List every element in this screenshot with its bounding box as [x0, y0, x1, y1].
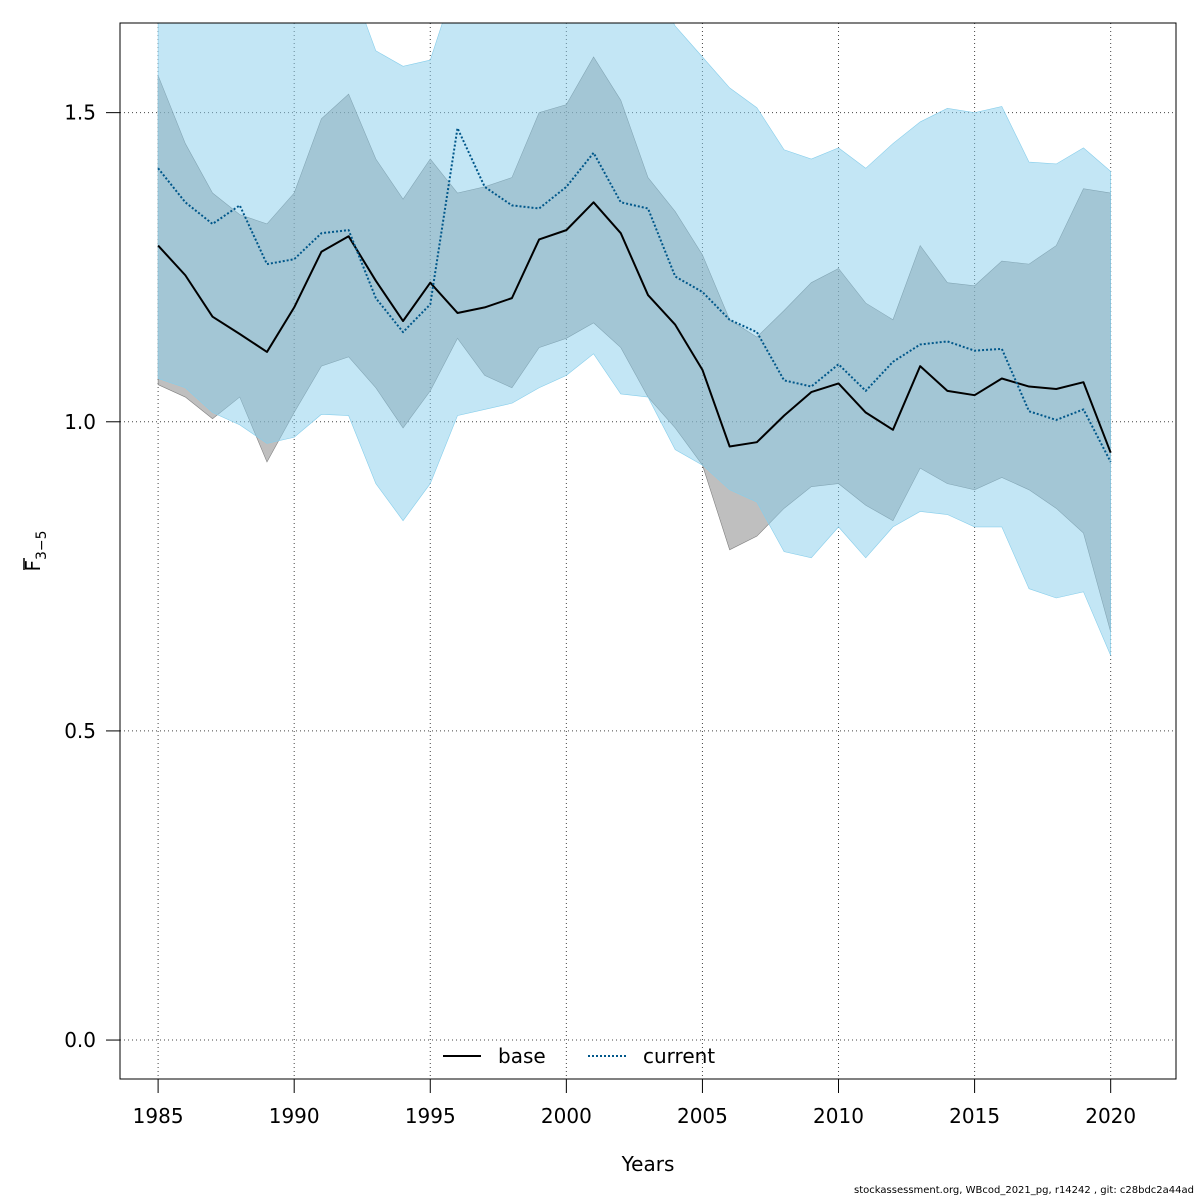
- footer-caption: stockassessment.org, WBcod_2021_pg, r142…: [854, 1185, 1194, 1196]
- x-tick-label-2000: 2000: [541, 1104, 592, 1128]
- y-tick-label-0.0: 0.0: [64, 1028, 96, 1052]
- x-tick-label-2010: 2010: [813, 1104, 864, 1128]
- y-tick-label-1.0: 1.0: [64, 410, 96, 434]
- svg-text:F3−5: F3−5: [21, 530, 50, 571]
- series-line-current: [157, 127, 1112, 463]
- y-axis: 0.0 0.5 1.0 1.5: [64, 101, 121, 1052]
- confidence-bands: [157, 23, 1111, 656]
- x-tick-label-2015: 2015: [949, 1104, 1000, 1128]
- x-tick-label-1990: 1990: [269, 1104, 320, 1128]
- y-axis-title-main: F: [21, 560, 45, 572]
- y-axis-title: F3−5: [21, 530, 50, 571]
- y-tick-label-0.5: 0.5: [64, 719, 96, 743]
- x-axis-title: Years: [621, 1152, 675, 1176]
- series-line-base: [157, 201, 1112, 454]
- legend-label-current: current: [643, 1044, 715, 1068]
- x-axis: 1985 1990 1995 2000 2005 2010 2015 2020: [133, 1078, 1136, 1128]
- legend-label-base: base: [498, 1044, 546, 1068]
- confidence-band-current: [157, 23, 1111, 656]
- x-tick-label-2005: 2005: [677, 1104, 728, 1128]
- y-axis-title-sub: 3−5: [34, 530, 50, 560]
- legend: base current: [443, 1044, 715, 1068]
- x-tick-label-1995: 1995: [405, 1104, 456, 1128]
- series-lines: [157, 127, 1112, 463]
- x-tick-label-2020: 2020: [1085, 1104, 1136, 1128]
- y-tick-label-1.5: 1.5: [64, 101, 96, 125]
- x-tick-label-1985: 1985: [133, 1104, 184, 1128]
